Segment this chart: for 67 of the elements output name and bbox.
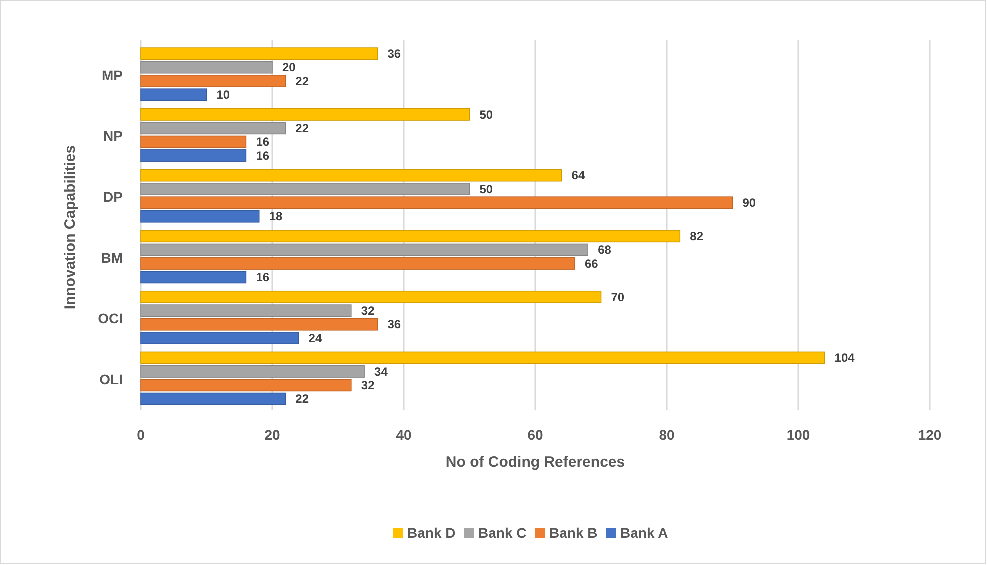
bar: [140, 290, 602, 304]
y-tick-label: OCI: [98, 310, 123, 327]
bar: [140, 61, 273, 74]
bar: [140, 244, 588, 256]
bar: [140, 271, 247, 284]
data-label: 18: [269, 210, 284, 224]
y-axis-title: Innovation Capabilities: [62, 145, 79, 310]
y-tick-label: DP: [104, 188, 123, 205]
x-tick-label: 0: [137, 427, 146, 443]
data-label: 70: [611, 290, 625, 304]
data-label: 16: [256, 270, 270, 285]
bar: [140, 318, 378, 331]
data-label: 104: [834, 351, 856, 366]
legend-label: Bank A: [620, 524, 668, 541]
data-label: 24: [308, 331, 322, 346]
bar: [140, 150, 247, 162]
bar: [140, 169, 562, 182]
data-label: 68: [598, 243, 612, 258]
data-label: 22: [296, 74, 310, 88]
bar: [140, 108, 470, 121]
bar: [140, 136, 247, 148]
bar: [140, 210, 260, 223]
bar: [140, 365, 365, 378]
data-label: 20: [282, 60, 296, 75]
bar: [140, 88, 208, 102]
data-label: 90: [742, 196, 756, 210]
x-tick-label: 80: [659, 427, 675, 443]
x-tick-label: 60: [528, 427, 544, 443]
data-label: 50: [480, 108, 494, 122]
data-label: 66: [584, 256, 599, 271]
legend-label: Bank D: [408, 524, 456, 541]
y-tick-label: OLI: [100, 371, 123, 388]
data-label: 22: [296, 122, 310, 136]
data-label: 32: [361, 304, 376, 318]
data-label: 64: [572, 168, 586, 183]
y-tick-label: NP: [104, 128, 123, 144]
bar: [140, 182, 470, 196]
data-label: 36: [388, 318, 402, 332]
y-tick-label: BM: [101, 250, 123, 266]
x-tick-label: 40: [396, 427, 412, 443]
x-tick-label: 120: [918, 427, 942, 443]
data-label: 36: [388, 46, 402, 61]
data-label: 82: [690, 229, 704, 244]
bar: [140, 230, 681, 243]
data-label: 16: [256, 135, 270, 150]
bar: [140, 258, 576, 270]
bar: [140, 379, 352, 392]
data-label: 10: [216, 88, 230, 102]
data-label: 22: [296, 392, 310, 406]
bar: [140, 332, 300, 344]
bar: [140, 122, 286, 135]
x-tick-label: 100: [786, 427, 810, 443]
y-tick-label: MP: [102, 67, 123, 84]
data-label: 50: [480, 182, 494, 196]
bar: [140, 48, 378, 60]
bar: [140, 352, 826, 364]
x-axis-title: No of Coding References: [446, 454, 626, 471]
bar: [140, 392, 286, 406]
data-label: 32: [361, 378, 376, 393]
data-label: 34: [374, 364, 388, 379]
x-tick-label: 20: [264, 427, 280, 443]
bar: [140, 75, 286, 88]
bar: [140, 196, 734, 210]
data-label: 16: [256, 148, 270, 163]
legend-label: Bank B: [550, 524, 598, 541]
legend-label: Bank C: [478, 524, 527, 541]
bar: [140, 304, 352, 318]
